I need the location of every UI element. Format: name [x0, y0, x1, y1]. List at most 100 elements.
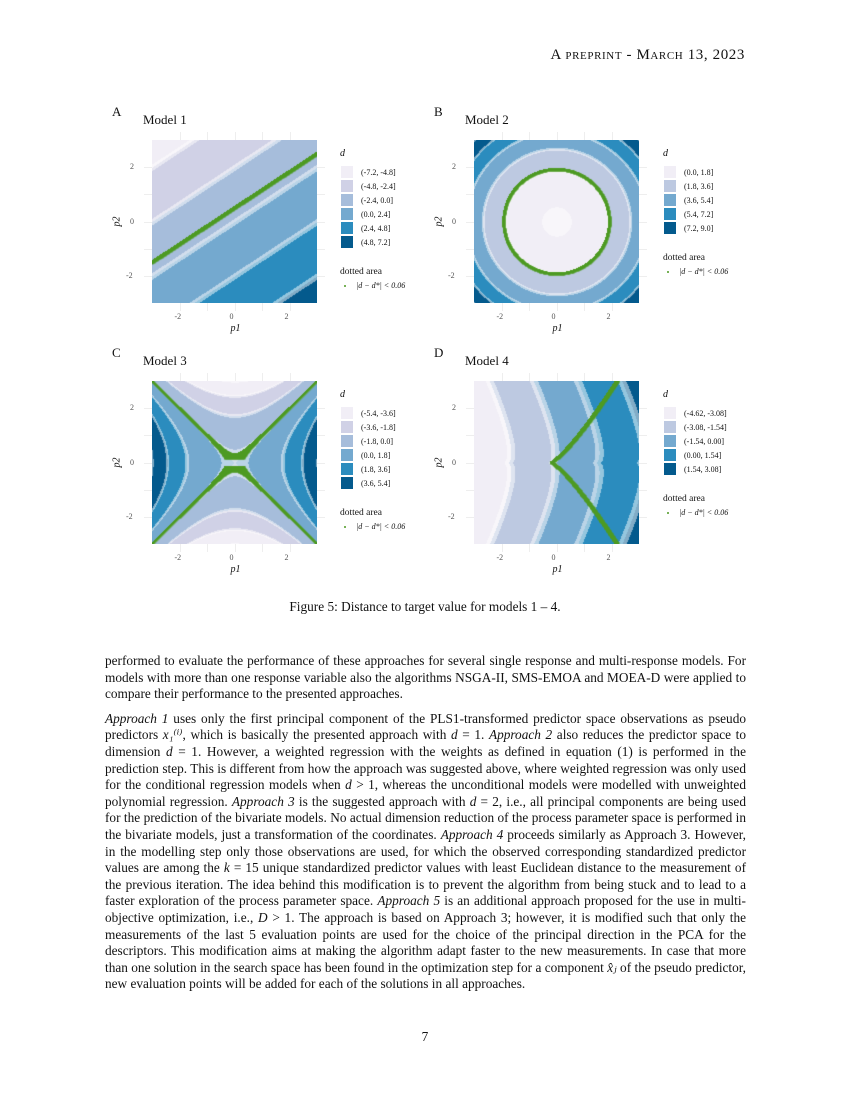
figure-panel-c: C Model 3 -2 0 2 2 0 -2 p1 p2 d (-5.4, -3.6] (-3.6,…	[100, 341, 430, 586]
x-axis-label-text: p1	[552, 564, 563, 575]
legend: d (-4.62, -3.08] (-3.08, -1.54] (-1.54, 0.0…	[663, 389, 728, 517]
x-tick-label: 0	[229, 312, 234, 321]
legend-swatch	[340, 434, 354, 448]
legend-label: (1.8, 3.6]	[684, 181, 714, 191]
legend-item: (0.0, 2.4]	[340, 207, 405, 221]
x-axis-label: p1	[231, 564, 241, 575]
legend-label: |d − d*| < 0.06	[356, 522, 406, 531]
legend-label: (-3.08, -1.54]	[684, 422, 727, 432]
legend-swatch	[663, 221, 677, 235]
x-axis-label-text: p1	[230, 564, 241, 575]
text-run: , which is basically the presented appro…	[182, 727, 451, 743]
panel-label: D	[434, 345, 444, 360]
y-axis-label: p2	[112, 457, 123, 467]
text-run: also reduces the predictor space to dime…	[105, 727, 746, 759]
legend-item: (5.4, 7.2]	[663, 207, 728, 221]
contour-fill	[474, 140, 639, 303]
legend-label: (3.6, 5.4]	[684, 195, 714, 205]
emphasis-text: d	[345, 777, 352, 793]
emphasis-text: x̂ⱼ	[607, 959, 617, 975]
figure-panel-a: A Model 1 -2 0 2 2 0 -2 p1 p2 d (-7.2, -4.8] (-4.8,…	[100, 100, 430, 345]
legend-label: (5.4, 7.2]	[684, 209, 714, 219]
contour-plot	[152, 381, 317, 544]
y-axis-label-text: p2	[433, 216, 445, 226]
legend-item: (1.8, 3.6]	[340, 462, 405, 476]
legend-swatch	[340, 221, 354, 235]
y-tick-label: 2	[452, 162, 456, 172]
legend-item-dotted: |d − d*| < 0.06	[663, 267, 728, 276]
x-axis-label: p1	[553, 323, 563, 334]
emphasis-text: Approach 1	[105, 710, 169, 726]
legend-item: (0.00, 1.54]	[663, 448, 728, 462]
legend-label: (4.8, 7.2]	[361, 237, 391, 247]
y-tick-label: 2	[130, 162, 134, 172]
emphasis-text: D	[258, 909, 268, 925]
x-tick-label: -2	[496, 553, 504, 562]
legend-item-dotted: |d − d*| < 0.06	[340, 281, 405, 290]
legend-swatch	[340, 193, 354, 207]
legend-label: (1.54, 3.08]	[684, 464, 722, 474]
text-run: is the suggested approach with	[294, 793, 470, 809]
legend-title: d	[663, 389, 668, 400]
dotted-area-title: dotted area	[340, 508, 382, 518]
green-dot-marker	[344, 284, 346, 287]
contour-fill	[152, 140, 317, 303]
legend-swatch	[663, 165, 677, 179]
legend-item: (2.4, 4.8]	[340, 221, 405, 235]
legend-label: (-4.8, -2.4]	[361, 181, 396, 191]
x-tick-label: -2	[174, 312, 182, 321]
legend-item: (0.0, 1.8]	[340, 448, 405, 462]
legend-swatch	[663, 179, 677, 193]
x-tick-label: -2	[174, 553, 182, 562]
legend-swatch	[340, 235, 354, 249]
legend-swatch	[663, 448, 677, 462]
y-axis-label: p2	[112, 216, 123, 226]
legend-swatch	[340, 165, 354, 179]
legend-label: (0.0, 1.8]	[684, 167, 714, 177]
y-axis-label: p2	[434, 457, 445, 467]
legend-title: d	[340, 389, 345, 400]
figure-panel-d: D Model 4 -2 0 2 2 0 -2 p1 p2 d (-4.62, -3.08] (-3.…	[422, 341, 752, 586]
text-run: = 15 unique standardized predictor value…	[105, 860, 747, 909]
legend-item: (3.6, 5.4]	[340, 476, 405, 490]
contour-fill	[474, 381, 639, 544]
legend-item: (1.54, 3.08]	[663, 462, 728, 476]
legend-item: (7.2, 9.0]	[663, 221, 728, 235]
paragraph: performed to evaluate the performance of…	[105, 653, 746, 703]
emphasis-text: d	[450, 727, 458, 743]
y-tick-label: 2	[452, 403, 456, 413]
emphasis-text: k	[223, 860, 230, 876]
y-tick-label: -2	[448, 270, 455, 280]
legend-swatch	[340, 476, 354, 490]
legend-item: (-3.6, -1.8]	[340, 420, 405, 434]
legend: d (-5.4, -3.6] (-3.6, -1.8] (-1.8, 0.0] (0.0…	[340, 389, 405, 531]
running-header: A preprint - March 13, 2023	[550, 47, 745, 63]
x-tick-label: 0	[551, 312, 556, 321]
legend-label: |d − d*| < 0.06	[679, 508, 729, 517]
legend-item: (-2.4, 0.0]	[340, 193, 405, 207]
text-run: of the pseudo predictor, new evaluation …	[105, 959, 746, 992]
legend-label: (-4.62, -3.08]	[684, 408, 727, 418]
legend-item: (-7.2, -4.8]	[340, 165, 405, 179]
legend-label: (0.0, 2.4]	[361, 209, 391, 219]
x-tick-label: 2	[606, 312, 611, 321]
legend-label: (-1.54, 0.00]	[684, 436, 724, 446]
legend-item: (-4.8, -2.4]	[340, 179, 405, 193]
legend-title: d	[340, 148, 345, 159]
legend-swatch	[663, 406, 677, 420]
legend-label: (-7.2, -4.8]	[361, 167, 396, 177]
y-tick-label: 0	[130, 457, 134, 467]
legend-label: (0.00, 1.54]	[684, 450, 722, 460]
x-axis-label-text: p1	[230, 323, 241, 334]
contour-plot	[152, 140, 317, 303]
legend: d (0.0, 1.8] (1.8, 3.6] (3.6, 5.4] (5.4, 7.2…	[663, 148, 728, 276]
text-run: uses only the first principal component …	[105, 710, 746, 743]
legend-item: (0.0, 1.8]	[663, 165, 728, 179]
legend-label: |d − d*| < 0.06	[679, 267, 729, 276]
y-tick-label: 0	[452, 216, 456, 226]
legend-label: (2.4, 4.8]	[361, 223, 391, 233]
x-tick-label: 0	[229, 553, 234, 562]
legend-swatch	[340, 448, 354, 462]
y-tick-label: -2	[126, 270, 133, 280]
legend-label: (0.0, 1.8]	[361, 450, 391, 460]
